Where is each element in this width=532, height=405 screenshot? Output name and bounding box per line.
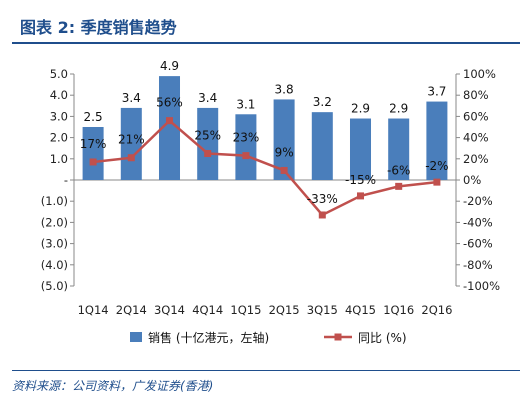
category-label: 4Q14 <box>192 303 223 317</box>
right-tick-label: -80% <box>463 258 493 272</box>
yoy-label: 23% <box>233 131 260 145</box>
sales-bar-label: 3.2 <box>313 95 332 109</box>
left-tick-label: (3.0) <box>41 237 68 251</box>
sales-bar <box>120 107 142 180</box>
yoy-point <box>395 182 403 190</box>
left-tick-label: (1.0) <box>41 194 68 208</box>
yoy-label: 56% <box>156 96 183 110</box>
left-tick-label: (5.0) <box>41 279 68 293</box>
yoy-point <box>166 117 173 125</box>
yoy-label: -33% <box>307 192 338 206</box>
right-tick-label: 80% <box>463 88 489 102</box>
legend-yoy-label: 同比 (%) <box>358 331 407 345</box>
left-tick-label: 3.0 <box>50 109 68 123</box>
left-tick-label: 5.0 <box>50 67 68 81</box>
category-label: 3Q15 <box>307 303 338 317</box>
yoy-label: -15% <box>345 173 376 187</box>
category-label: 1Q14 <box>78 303 109 317</box>
left-tick-label: 2.0 <box>50 131 68 145</box>
category-label: 2Q14 <box>116 303 147 317</box>
sales-bar <box>197 107 219 180</box>
category-label: 4Q15 <box>345 303 376 317</box>
sales-bar-label: 2.9 <box>389 102 408 116</box>
legend-line-marker <box>334 333 342 341</box>
category-label: 2Q15 <box>269 303 300 317</box>
yoy-point <box>242 152 250 160</box>
yoy-line <box>92 118 438 217</box>
left-tick-label: 1.0 <box>50 152 68 166</box>
source-note: 资料来源：公司资料，广发证券(香港) <box>12 370 520 394</box>
sales-bar-label: 3.1 <box>236 97 255 111</box>
sales-bar <box>82 127 104 180</box>
yoy-label: 9% <box>275 145 294 159</box>
category-label: 3Q14 <box>154 303 185 317</box>
yoy-label: 21% <box>118 133 145 147</box>
sales-bar <box>311 112 333 180</box>
right-tick-label: -60% <box>463 237 493 251</box>
yoy-point <box>357 192 364 200</box>
title-divider <box>12 42 520 44</box>
right-tick-label: -40% <box>463 215 493 229</box>
sales-bar <box>273 99 295 180</box>
category-label: 1Q15 <box>230 303 261 317</box>
yoy-point <box>127 154 135 162</box>
left-tick-label: 4.0 <box>50 88 68 102</box>
left-tick-label: - <box>64 173 68 187</box>
legend-sales-label: 销售 (十亿港元，左轴) <box>148 330 269 345</box>
sales-bar-label: 3.4 <box>122 91 141 105</box>
right-tick-label: -20% <box>463 194 493 208</box>
yoy-point <box>318 211 326 219</box>
category-label: 1Q16 <box>383 303 414 317</box>
right-tick-label: 20% <box>463 152 489 166</box>
chart-title: 图表 2: 季度销售趋势 <box>20 18 177 37</box>
sales-bar-label: 2.9 <box>351 102 370 116</box>
sales-bar <box>349 118 372 180</box>
right-tick-label: 100% <box>463 67 496 81</box>
left-tick-label: (4.0) <box>41 258 68 272</box>
sales-chart: 5.0 4.0 3.0 2.0 1.0 - (1.0) (2.0) (3.0) (4.0) (5.0… <box>41 59 500 345</box>
yoy-label: -6% <box>387 163 410 177</box>
right-tick-label: 0% <box>463 173 481 187</box>
sales-bar-label: 3.8 <box>275 82 294 96</box>
yoy-point <box>89 158 97 166</box>
right-tick-label: 60% <box>463 109 489 123</box>
yoy-label: 17% <box>80 137 107 151</box>
sales-bar <box>388 118 410 180</box>
sales-bar-label: 2.5 <box>84 110 103 124</box>
sales-bar-label: 4.9 <box>160 59 179 73</box>
sales-bar-label: 3.4 <box>198 91 217 105</box>
sales-bar <box>158 76 181 180</box>
right-tick-label: -100% <box>463 279 500 293</box>
category-label: 2Q16 <box>421 303 452 317</box>
sales-bar <box>235 114 257 180</box>
yoy-label: -2% <box>425 159 448 173</box>
yoy-label: 25% <box>194 129 221 143</box>
yoy-point <box>280 166 288 174</box>
yoy-point <box>204 150 212 157</box>
sales-bar-label: 3.7 <box>427 85 446 99</box>
chart-area: 5.0 4.0 3.0 2.0 1.0 - (1.0) (2.0) (3.0) (4.0) (5.0… <box>12 52 520 360</box>
right-tick-label: 40% <box>463 131 489 145</box>
left-tick-label: (2.0) <box>41 215 68 229</box>
sales-bar <box>426 101 448 180</box>
yoy-point <box>433 178 441 186</box>
legend-bar-swatch <box>130 332 142 342</box>
